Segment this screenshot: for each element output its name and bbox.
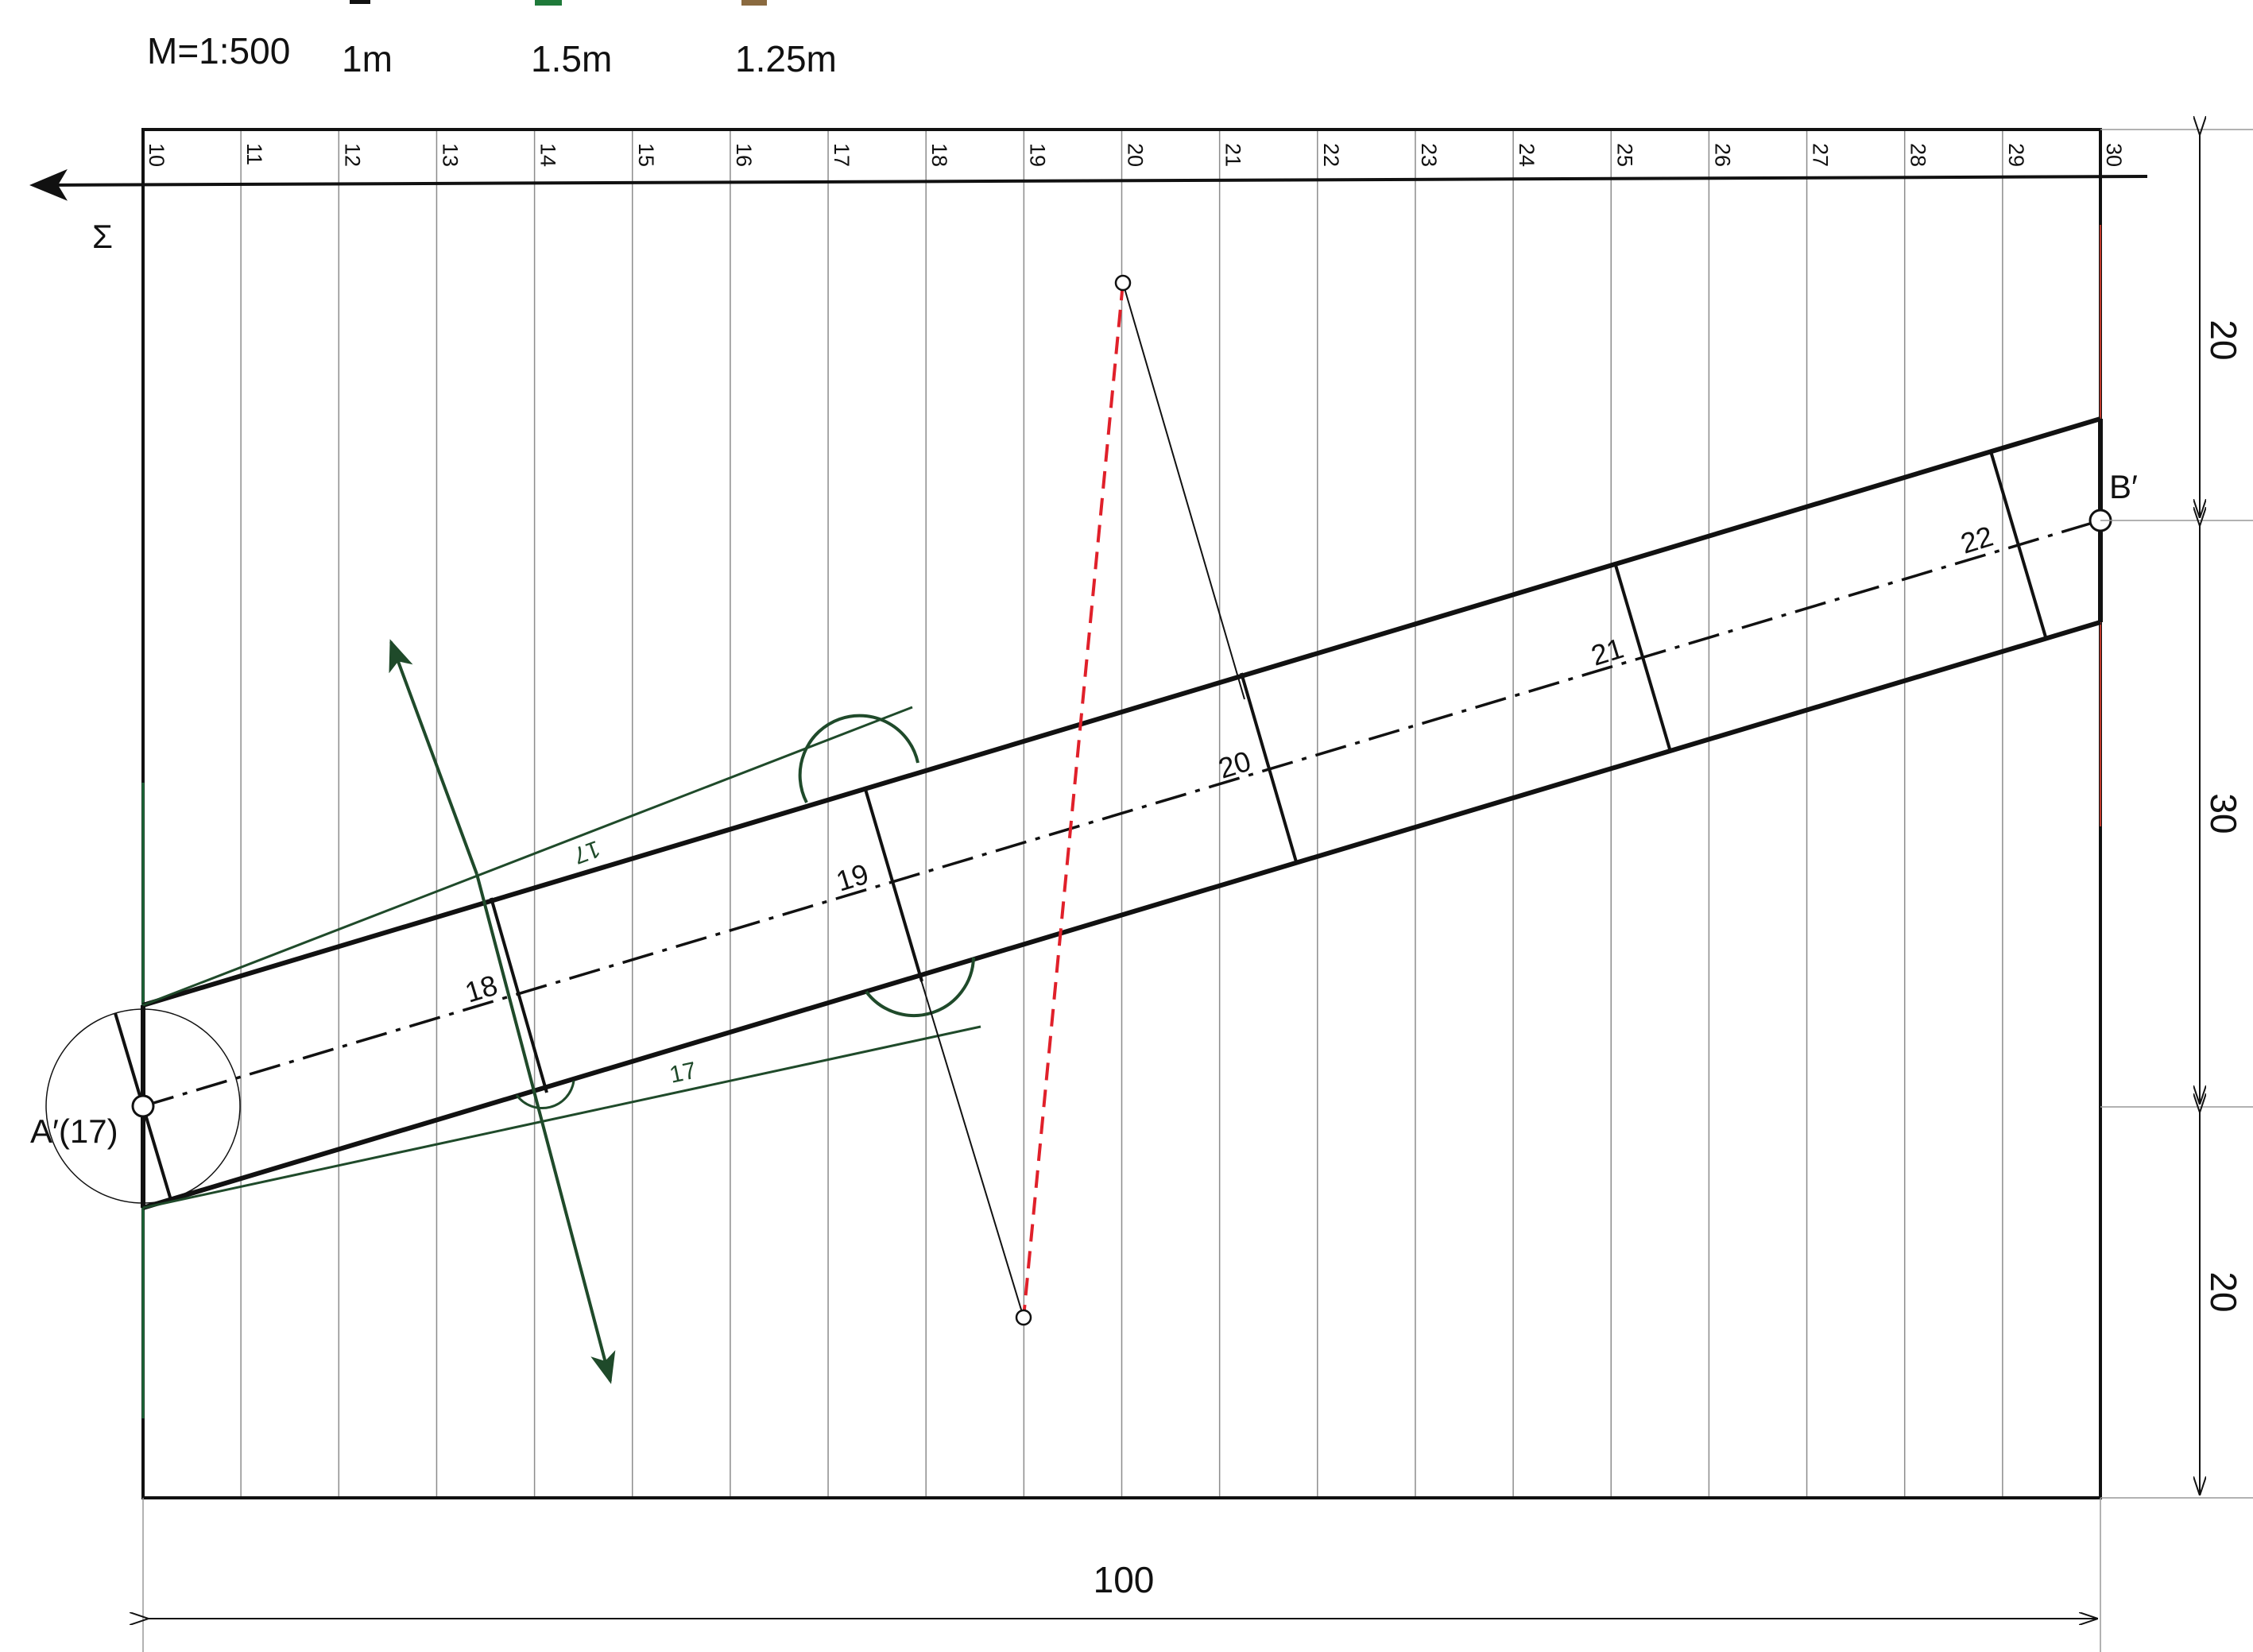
grid-tick-label: 25 (1612, 143, 1636, 167)
grid-tick-label: 26 (1710, 143, 1734, 167)
fall-line-arrow-up (389, 639, 478, 875)
grid-tick-label: 23 (1417, 143, 1441, 167)
grid-tick-label: 19 (1025, 143, 1049, 167)
grid-tick-label: 21 (1221, 143, 1245, 167)
point-a-label: A′(17) (30, 1112, 118, 1150)
grid-lines (240, 130, 2003, 1498)
contour-line-upper (142, 706, 913, 1007)
header-legend: M=1:500 1m 1.5m 1.25m (147, 0, 837, 79)
contour-label-lower: 17 (668, 1058, 699, 1089)
grid-tick-label: 30 (2102, 143, 2126, 167)
grid-tick-labels: 10 11 12 13 14 15 16 17 18 19 20 21 22 23 24 25 26 27 28 29… (145, 143, 2126, 167)
legend-swatch-1-25m (741, 0, 767, 6)
road-edge-bottom (142, 620, 2101, 1210)
sigma-axis-arrow (29, 168, 2148, 201)
sigma-label: Σ (92, 218, 113, 255)
cross-section-22 (1989, 451, 2048, 640)
cross-section-20 (1240, 672, 1299, 865)
point-a: A′(17) (30, 1008, 241, 1204)
legend-label-1-5m: 1.5m (531, 38, 612, 79)
construction-point-top (1114, 274, 1132, 292)
grid-tick-label: 13 (438, 143, 462, 167)
grid-tick-label: 15 (634, 143, 658, 167)
cross-section-19 (863, 786, 923, 982)
legend-swatch-1m (350, 0, 370, 4)
cross-section-21 (1613, 562, 1672, 752)
contour-arc-lower (865, 957, 975, 1018)
grid-tick-label: 20 (1124, 143, 1148, 167)
legend-swatch-1-5m (535, 0, 562, 6)
road-band (141, 416, 2103, 1210)
dimension-right: 20 30 20 (2100, 130, 2253, 1499)
dimension-bottom: 100 (143, 1498, 2101, 1652)
grid-tick-label: 10 (145, 143, 168, 167)
road-edge-top (142, 416, 2101, 1008)
green-contours: 17 17 (142, 706, 981, 1209)
cross-section-18 (490, 897, 548, 1093)
fall-line-arrow-down (475, 873, 616, 1384)
grid-tick-label: 11 (242, 143, 266, 165)
station-label-19: 19 (832, 857, 872, 898)
grid-tick-label: 18 (927, 143, 951, 167)
road-centerline (142, 519, 2101, 1108)
dim-right-value-2: 30 (2203, 793, 2244, 834)
fall-line (389, 639, 616, 1384)
grid-tick-label: 22 (1319, 143, 1343, 167)
cross-sections (114, 451, 2048, 1201)
thin-line-upper (1122, 282, 1245, 700)
dim-bottom-value: 100 (1094, 1559, 1155, 1600)
dim-right-value-1: 20 (2203, 319, 2244, 360)
grid-tick-label: 27 (1809, 143, 1833, 167)
construction-lines (917, 274, 1245, 1326)
contour-label-upper: 17 (570, 835, 604, 869)
thin-line-lower (917, 969, 1024, 1318)
point-a-circle (45, 1008, 241, 1204)
legend-label-1m: 1m (342, 38, 393, 79)
station-label-18: 18 (461, 969, 501, 1009)
contour-arc-upper (798, 714, 919, 803)
red-dashed-line (1022, 282, 1125, 1318)
grid-tick-label: 28 (1907, 143, 1930, 167)
dim-right-value-3: 20 (2203, 1271, 2244, 1312)
grid-tick-label: 17 (830, 143, 854, 167)
point-b-label: B′ (2109, 468, 2138, 505)
grid-tick-label: 12 (340, 143, 364, 167)
point-a-marker (131, 1094, 155, 1118)
grid-tick-label: 24 (1515, 143, 1539, 167)
grid-tick-label: 16 (732, 143, 756, 167)
scale-label: M=1:500 (147, 30, 290, 72)
station-labels: 18 19 20 21 22 (461, 520, 1996, 1009)
construction-point-bottom (1015, 1309, 1032, 1326)
legend-label-1-25m: 1.25m (735, 38, 837, 79)
station-label-20: 20 (1214, 745, 1254, 785)
contour-line-lower (142, 1025, 981, 1209)
station-label-21: 21 (1587, 632, 1627, 672)
grid-tick-label: 14 (536, 143, 560, 167)
grid-tick-label: 29 (2004, 143, 2028, 167)
point-b: B′ (2088, 468, 2138, 532)
station-label-22: 22 (1957, 520, 1996, 560)
contour-arc-small (515, 1080, 575, 1109)
